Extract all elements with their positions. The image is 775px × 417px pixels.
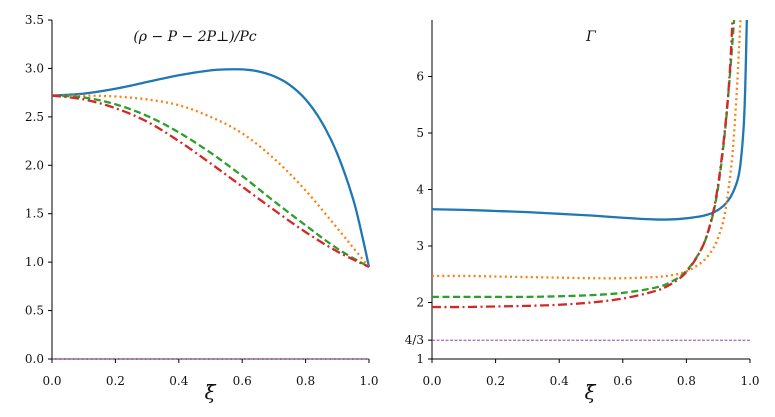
series-0-line: [52, 68, 370, 268]
y-tick-label: 3: [416, 239, 424, 253]
y-tick-label: 3.0: [25, 61, 44, 75]
y-tick-label: 6: [416, 70, 424, 84]
right-x-ticks: 0.0 0.2 0.4 0.6 0.8 1.0: [422, 359, 760, 388]
right-series-group: [432, 20, 748, 309]
left-y-ticks: 0.0 0.5 1.0 1.5 2.0 2.5 3.0 3.5: [25, 13, 52, 366]
y-tick-label: 1: [416, 352, 424, 366]
series-2-line: [52, 94, 370, 268]
series-2-line: [432, 20, 736, 299]
series-0-line: [432, 20, 748, 221]
panel-left: 0.0 0.2 0.4 0.6 0.8 1.0 0.0 0.5 1.0 1.5 2.0 2.5 3.0…: [25, 13, 379, 404]
series-3-line: [52, 94, 370, 269]
x-tick-label: 0.8: [677, 374, 696, 388]
left-x-axis-label: ξ̄: [204, 380, 216, 404]
x-tick-label: 0.8: [296, 374, 315, 388]
x-tick-label: 0.2: [106, 374, 125, 388]
right-panel-title: Γ: [585, 29, 597, 45]
y-tick-label: 4: [416, 183, 424, 197]
left-series-group: [52, 68, 370, 269]
left-panel-title: (ρ − P − 2P⊥)/Pc: [133, 29, 256, 45]
y-tick-label: 0.0: [25, 352, 44, 366]
x-tick-label: 0.4: [550, 374, 569, 388]
x-tick-label: 1.0: [359, 374, 378, 388]
y-tick-label: 5: [416, 126, 424, 140]
series-3-line: [432, 20, 734, 309]
y-tick-label: 0.5: [25, 304, 44, 318]
panel-right: 0.0 0.2 0.4 0.6 0.8 1.0 1 4/3 2 3 4 5 6 Γ ξ̄: [405, 20, 760, 404]
y-tick-label: 1.0: [25, 255, 44, 269]
x-tick-label: 0.6: [613, 374, 632, 388]
y-tick-label: 2.5: [25, 110, 44, 124]
x-tick-label: 0.0: [422, 374, 441, 388]
x-tick-label: 1.0: [740, 374, 759, 388]
series-1-line: [52, 94, 370, 268]
y-tick-label: 3.5: [25, 13, 44, 27]
y-tick-label: 4/3: [405, 333, 424, 347]
y-tick-label: 2: [416, 296, 424, 310]
series-1-line: [432, 20, 742, 280]
left-x-ticks: 0.0 0.2 0.4 0.6 0.8 1.0: [42, 359, 379, 388]
right-y-ticks: 1 4/3 2 3 4 5 6: [405, 70, 432, 366]
x-tick-label: 0.4: [169, 374, 188, 388]
x-tick-label: 0.0: [42, 374, 61, 388]
right-x-axis-label: ξ̄: [584, 380, 596, 404]
x-tick-label: 0.2: [486, 374, 505, 388]
x-tick-label: 0.6: [233, 374, 252, 388]
y-tick-label: 2.0: [25, 158, 44, 172]
y-tick-label: 1.5: [25, 207, 44, 221]
